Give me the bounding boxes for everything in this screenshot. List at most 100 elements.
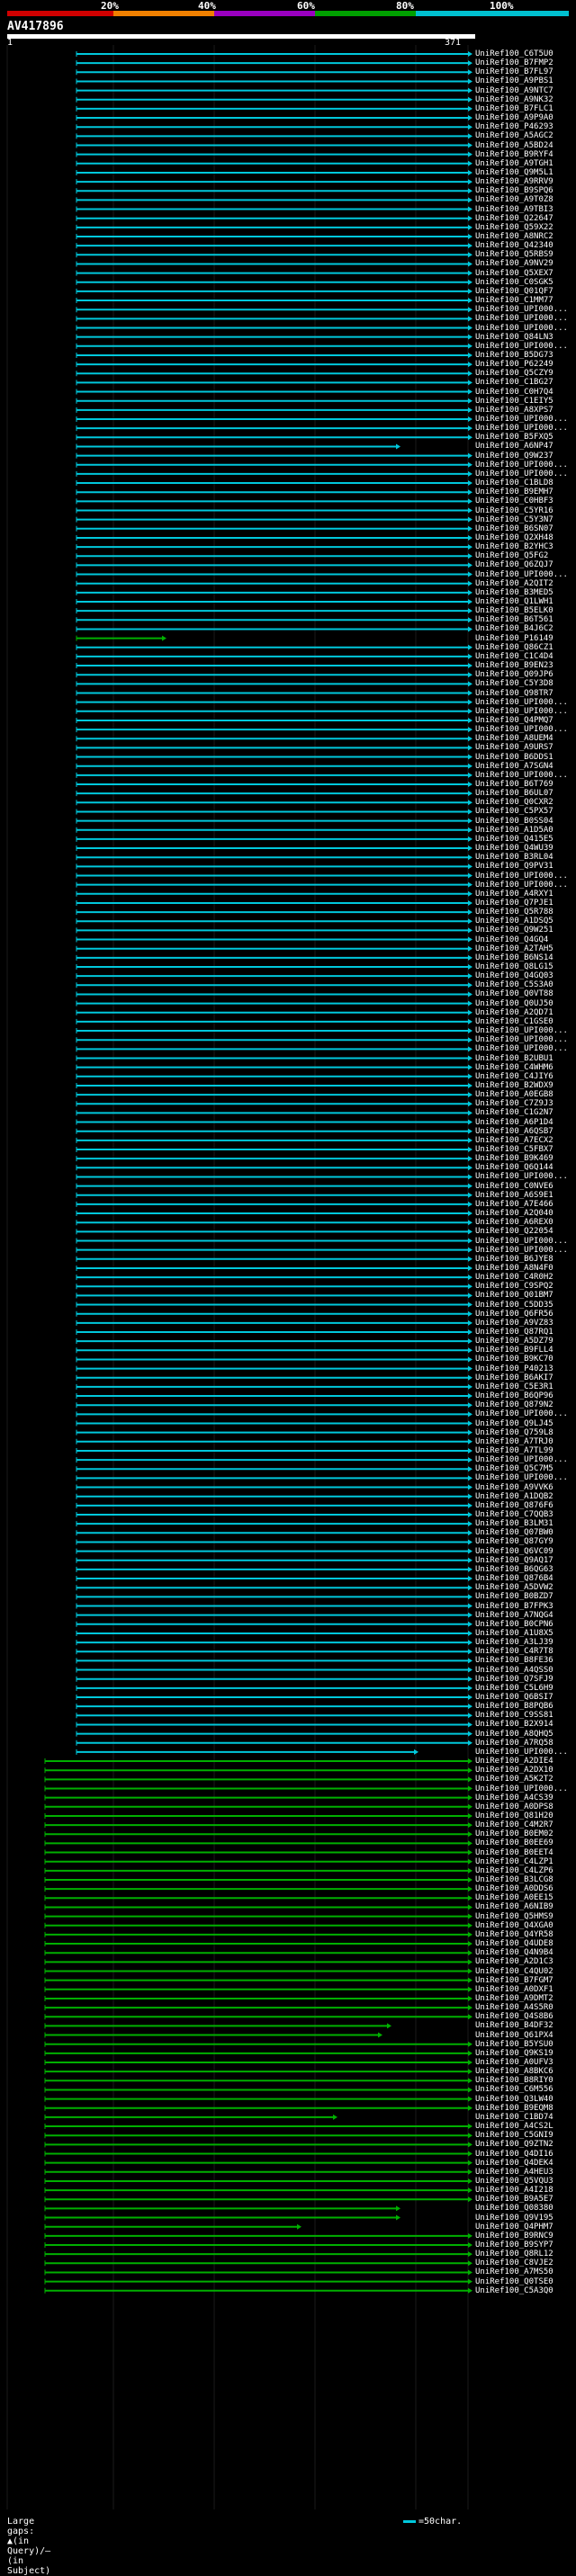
hit-label[interactable]: UniRef100_Q6ZQJ7 [475,560,554,570]
hit-label[interactable]: UniRef100_B5DG73 [475,350,554,360]
hit-label[interactable]: UniRef100_A8XPS7 [475,405,554,415]
hit-label[interactable]: UniRef100_A8N4F0 [475,1263,554,1273]
hit-label[interactable]: UniRef100_B7FLC1 [475,103,554,113]
hit-label[interactable]: UniRef100_A5BD24 [475,140,554,150]
hit-label[interactable]: UniRef100_Q879N2 [475,1400,554,1410]
hit-label[interactable]: UniRef100_A9PBS1 [475,76,554,86]
hit-label[interactable]: UniRef100_Q98TR7 [475,688,554,698]
hit-label[interactable]: UniRef100_C1GSE0 [475,1016,554,1026]
hit-label[interactable]: UniRef100_A9RRV9 [475,177,554,187]
hit-label[interactable]: UniRef100_A1DSQ5 [475,917,554,926]
hit-label[interactable]: UniRef100_Q01QF7 [475,286,554,296]
hit-label[interactable]: UniRef100_Q7SFJ9 [475,1674,554,1684]
hit-label[interactable]: UniRef100_B9EN23 [475,661,554,671]
hit-label[interactable]: UniRef100_A1U8X5 [475,1628,554,1638]
hit-label[interactable]: UniRef100_B7FPK3 [475,1601,554,1611]
hit-label[interactable]: UniRef100_B7FGM7 [475,1975,554,1985]
hit-label[interactable]: UniRef100_A4S5R0 [475,2003,554,2013]
hit-label[interactable]: UniRef100_Q4PHM7 [475,2222,554,2232]
hit-label[interactable]: UniRef100_A7E466 [475,1199,554,1209]
hit-label[interactable]: UniRef100_UPI000... [475,1409,568,1419]
hit-label[interactable]: UniRef100_Q9KS19 [475,2048,554,2058]
hit-label[interactable]: UniRef100_C5L6H9 [475,1683,554,1693]
hit-label[interactable]: UniRef100_UPI000... [475,569,568,579]
hit-label[interactable]: UniRef100_B6JYE8 [475,1254,554,1264]
hit-label[interactable]: UniRef100_A9NV29 [475,259,554,269]
hit-label[interactable]: UniRef100_B9RYF4 [475,149,554,159]
hit-label[interactable]: UniRef100_A9URS7 [475,743,554,753]
hit-label[interactable]: UniRef100_B6AKI7 [475,1373,554,1382]
hit-label[interactable]: UniRef100_UPI000... [475,1455,568,1465]
hit-label[interactable]: UniRef100_A0DXF1 [475,1984,554,1994]
hit-label[interactable]: UniRef100_A7TRJ0 [475,1436,554,1446]
hit-label[interactable]: UniRef100_B4J6C2 [475,624,554,634]
hit-label[interactable]: UniRef100_B9EMH7 [475,487,554,497]
hit-label[interactable]: UniRef100_A7ECX2 [475,1135,554,1145]
hit-label[interactable]: UniRef100_Q5FG2 [475,551,549,561]
hit-label[interactable]: UniRef100_A7MS50 [475,2267,554,2277]
hit-label[interactable]: UniRef100_Q9LJ45 [475,1418,554,1428]
hit-label[interactable]: UniRef100_UPI000... [475,1026,568,1036]
hit-label[interactable]: UniRef100_A1DQB2 [475,1491,554,1501]
hit-label[interactable]: UniRef100_Q4N9B4 [475,1948,554,1958]
hit-label[interactable]: UniRef100_Q4XGA0 [475,1920,554,1930]
hit-label[interactable]: UniRef100_Q876F6 [475,1500,554,1510]
hit-label[interactable]: UniRef100_B9KC70 [475,1355,554,1364]
hit-label[interactable]: UniRef100_Q01BM7 [475,1291,554,1301]
hit-label[interactable]: UniRef100_C4LZP1 [475,1856,554,1866]
hit-label[interactable]: UniRef100_B0BZD7 [475,1592,554,1602]
hit-label[interactable]: UniRef100_UPI000... [475,305,568,315]
hit-label[interactable]: UniRef100_Q9M5L1 [475,167,554,177]
hit-label[interactable]: UniRef100_C4M2R7 [475,1820,554,1830]
hit-label[interactable]: UniRef100_A9TGH1 [475,158,554,168]
hit-label[interactable]: UniRef100_A7SGN4 [475,761,554,771]
hit-label[interactable]: UniRef100_B3LCG8 [475,1875,554,1884]
hit-label[interactable]: UniRef100_B9EQM8 [475,2103,554,2113]
hit-label[interactable]: UniRef100_A6S9E1 [475,1190,554,1200]
hit-label[interactable]: UniRef100_C5PX57 [475,807,554,817]
hit-label[interactable]: UniRef100_UPI000... [475,880,568,890]
hit-label[interactable]: UniRef100_Q4PMQ7 [475,715,554,725]
hit-label[interactable]: UniRef100_C5E3R1 [475,1382,554,1391]
hit-label[interactable]: UniRef100_Q0UJ50 [475,998,554,1008]
hit-label[interactable]: UniRef100_UPI000... [475,1172,568,1182]
hit-label[interactable]: UniRef100_A6NIB9 [475,1902,554,1912]
hit-label[interactable]: UniRef100_B6SN07 [475,523,554,533]
hit-label[interactable]: UniRef100_Q4WU39 [475,844,554,854]
hit-label[interactable]: UniRef100_B0SS04 [475,816,554,826]
hit-label[interactable]: UniRef100_B3MED5 [475,587,554,597]
hit-label[interactable]: UniRef100_A8BKC6 [475,2067,554,2077]
hit-label[interactable]: UniRef100_C5DD35 [475,1300,554,1310]
hit-label[interactable]: UniRef100_C5GNI9 [475,2131,554,2141]
hit-label[interactable]: UniRef100_B9A5E7 [475,2195,554,2205]
hit-label[interactable]: UniRef100_B5ELK0 [475,606,554,616]
hit-label[interactable]: UniRef100_B8FE36 [475,1656,554,1666]
hit-label[interactable]: UniRef100_UPI000... [475,1245,568,1255]
hit-label[interactable]: UniRef100_C1BLD8 [475,479,554,488]
hit-label[interactable]: UniRef100_Q4YR58 [475,1929,554,1939]
hit-label[interactable]: UniRef100_Q08380 [475,2204,554,2214]
hit-label[interactable]: UniRef100_A8NRC2 [475,232,554,241]
hit-label[interactable]: UniRef100_B5YSU0 [475,2039,554,2049]
hit-label[interactable]: UniRef100_A8QHQ5 [475,1729,554,1739]
hit-label[interactable]: UniRef100_A2QIT2 [475,578,554,588]
hit-label[interactable]: UniRef100_Q6Q144 [475,1163,554,1173]
hit-label[interactable]: UniRef100_C5A3Q0 [475,2285,554,2295]
hit-label[interactable]: UniRef100_Q6BSI7 [475,1693,554,1702]
hit-label[interactable]: UniRef100_Q5R788 [475,908,554,917]
hit-label[interactable]: UniRef100_Q22647 [475,213,554,223]
hit-label[interactable]: UniRef100_B2YHC3 [475,542,554,552]
hit-label[interactable]: UniRef100_A1D5A0 [475,825,554,835]
hit-label[interactable]: UniRef100_B2X914 [475,1720,554,1730]
hit-label[interactable]: UniRef100_A2DIE4 [475,1757,554,1767]
hit-label[interactable]: UniRef100_C7QQB3 [475,1510,554,1519]
hit-label[interactable]: UniRef100_A9P9A0 [475,113,554,123]
hit-label[interactable]: UniRef100_C1C4D4 [475,651,554,661]
hit-label[interactable]: UniRef100_Q9W237 [475,451,554,461]
hit-label[interactable]: UniRef100_UPI000... [475,1784,568,1793]
hit-label[interactable]: UniRef100_C4WHM6 [475,1062,554,1072]
hit-label[interactable]: UniRef100_Q07BW0 [475,1528,554,1538]
hit-label[interactable]: UniRef100_A6P1D4 [475,1117,554,1127]
hit-label[interactable]: UniRef100_Q6VC09 [475,1546,554,1556]
hit-label[interactable]: UniRef100_A9NTC7 [475,85,554,95]
